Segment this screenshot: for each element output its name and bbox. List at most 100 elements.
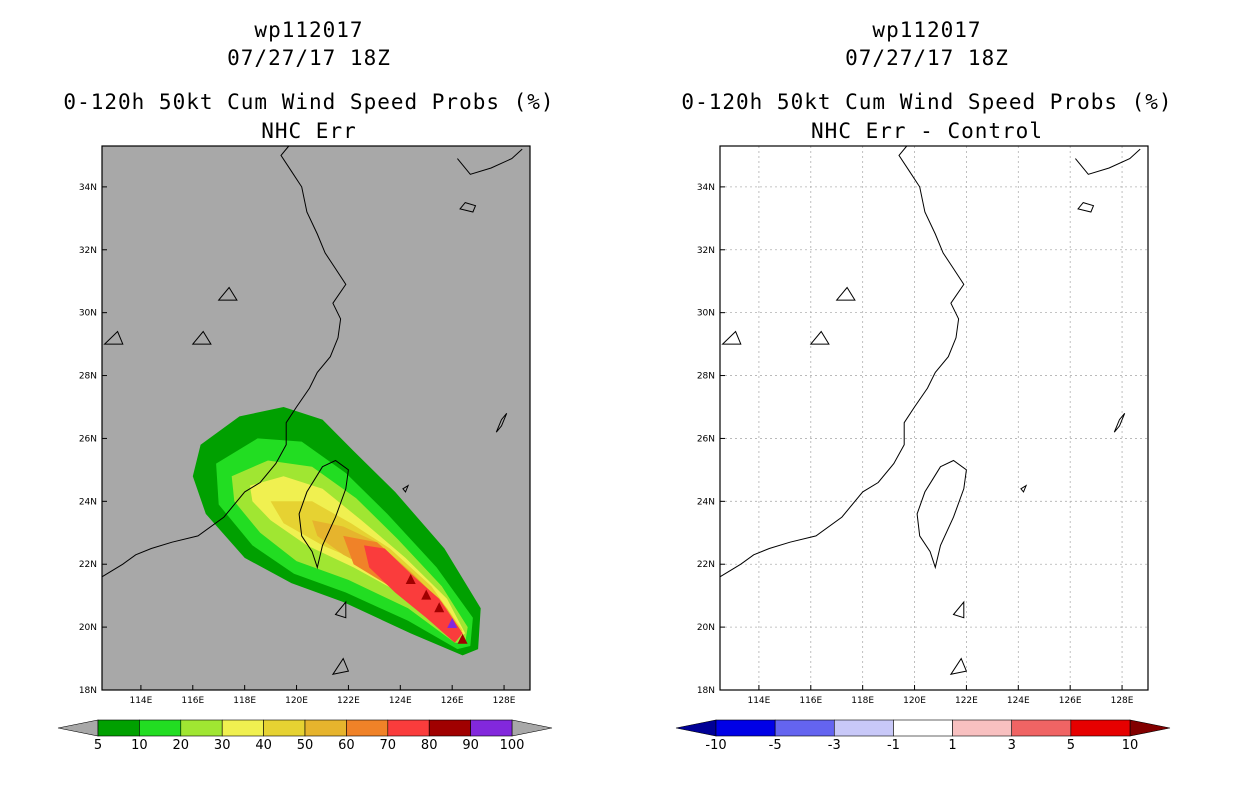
date-title: 07/27/17 18Z bbox=[845, 46, 1009, 70]
colorbar-swatch bbox=[774, 719, 835, 737]
map-frame bbox=[101, 145, 531, 691]
x-tick-label: 120E bbox=[903, 696, 926, 706]
coastline-island bbox=[103, 330, 124, 345]
product-title: 0-120h 50kt Cum Wind Speed Probs (%) bbox=[63, 90, 555, 114]
x-tick-label: 126E bbox=[441, 696, 464, 706]
coastline-island bbox=[835, 286, 856, 301]
x-tick-label: 118E bbox=[851, 696, 874, 706]
y-tick-label: 30N bbox=[79, 309, 97, 319]
colorbar-label: 1 bbox=[948, 738, 956, 753]
y-tick-label: 20N bbox=[79, 623, 97, 633]
colorbar-label: 5 bbox=[1067, 738, 1075, 753]
y-tick-label: 22N bbox=[697, 560, 715, 570]
x-tick-label: 114E bbox=[129, 696, 152, 706]
colorbar-label: 3 bbox=[1008, 738, 1016, 753]
x-tick-label: 116E bbox=[799, 696, 822, 706]
colorbar-swatch bbox=[263, 719, 306, 737]
coastline-island bbox=[331, 657, 350, 676]
colorbar-swatch bbox=[180, 719, 223, 737]
grid-lines bbox=[720, 146, 1148, 690]
colorbar-swatch bbox=[1070, 719, 1131, 737]
prob-band-70 bbox=[364, 545, 463, 643]
colorbar-swatch bbox=[1011, 719, 1072, 737]
high-prob-marker bbox=[434, 602, 445, 613]
colorbar-swatch bbox=[346, 719, 389, 737]
coastline-island bbox=[1020, 484, 1028, 493]
subtitle: NHC Err bbox=[261, 119, 357, 143]
difference-map: 114E 116E 118E 120E 122E 124E 126E 128E 18N 20N 22… bbox=[675, 145, 1171, 753]
map-background bbox=[720, 146, 1148, 690]
coastline-island bbox=[809, 330, 830, 345]
high-prob-marker bbox=[457, 633, 468, 644]
y-tick-label: 32N bbox=[697, 246, 715, 256]
colorbar-swatch bbox=[893, 719, 953, 737]
colorbar-swatch bbox=[715, 719, 776, 737]
x-tick-label: 118E bbox=[233, 696, 256, 706]
right-panel: wp112017 07/27/17 18Z 0-120h 50kt Cum Wi… bbox=[618, 0, 1236, 800]
y-tick-label: 28N bbox=[697, 372, 715, 382]
colorbar-label: 20 bbox=[173, 738, 190, 753]
y-tick-label: 20N bbox=[697, 623, 715, 633]
coastline-island bbox=[495, 412, 508, 433]
high-prob-marker bbox=[447, 617, 458, 628]
coastline-korea bbox=[1075, 148, 1141, 175]
colorbar-high-end bbox=[1129, 719, 1171, 737]
y-tick-label: 28N bbox=[79, 372, 97, 382]
y-tick-label: 26N bbox=[697, 434, 715, 444]
coastline-island bbox=[1077, 202, 1095, 213]
colorbar-label: -5 bbox=[769, 738, 782, 753]
y-tick-label: 34N bbox=[697, 183, 715, 193]
x-tick-label: 126E bbox=[1059, 696, 1082, 706]
coastline-island bbox=[1113, 412, 1126, 433]
colorbar-swatch bbox=[952, 719, 1013, 737]
colorbar-label: 80 bbox=[421, 738, 438, 753]
coastline-taiwan bbox=[916, 459, 967, 570]
coastline-island bbox=[949, 657, 968, 676]
y-tick-label: 30N bbox=[697, 309, 715, 319]
colorbar-swatch bbox=[428, 719, 471, 737]
y-tick-label: 18N bbox=[697, 686, 715, 696]
colorbar-swatch bbox=[304, 719, 347, 737]
colorbar-label: 30 bbox=[214, 738, 231, 753]
x-tick-label: 128E bbox=[1111, 696, 1134, 706]
x-tick-label: 120E bbox=[285, 696, 308, 706]
coastlines bbox=[719, 145, 1141, 676]
product-title: 0-120h 50kt Cum Wind Speed Probs (%) bbox=[681, 90, 1173, 114]
coastline-china bbox=[101, 145, 347, 578]
coastlines bbox=[101, 145, 523, 676]
x-tick-label: 128E bbox=[493, 696, 516, 706]
coastline-island bbox=[459, 202, 477, 213]
storm-id-title: wp112017 bbox=[254, 18, 364, 42]
colorbar-label: 40 bbox=[255, 738, 272, 753]
coastline-island bbox=[191, 330, 212, 345]
colorbar-label: 10 bbox=[1122, 738, 1139, 753]
colorbar-label: 90 bbox=[462, 738, 479, 753]
colorbar-swatch bbox=[470, 719, 513, 737]
x-tick-label: 116E bbox=[181, 696, 204, 706]
coastline-island bbox=[334, 600, 347, 619]
colorbar-swatch bbox=[139, 719, 182, 737]
colorbar-label: 60 bbox=[338, 738, 355, 753]
map-frame bbox=[719, 145, 1149, 691]
coastline-island bbox=[402, 484, 410, 493]
colorbar-label: 5 bbox=[94, 738, 102, 753]
probability-map: 114E 116E 118E 120E 122E 124E 126E 128E 18N 20N 22… bbox=[57, 145, 553, 753]
x-tick-label: 122E bbox=[955, 696, 978, 706]
coastline-china bbox=[719, 145, 965, 578]
colorbar-swatch bbox=[221, 719, 264, 737]
colorbar-label: -3 bbox=[828, 738, 841, 753]
y-tick-label: 24N bbox=[697, 497, 715, 507]
y-tick-label: 22N bbox=[79, 560, 97, 570]
colorbar-label: -1 bbox=[887, 738, 900, 753]
y-tick-label: 34N bbox=[79, 183, 97, 193]
storm-id-title: wp112017 bbox=[872, 18, 982, 42]
colorbar-label: 70 bbox=[380, 738, 397, 753]
colorbar-low-end bbox=[57, 719, 99, 737]
coastline-island bbox=[952, 600, 965, 619]
coastline-island bbox=[721, 330, 742, 345]
x-tick-label: 124E bbox=[389, 696, 412, 706]
high-prob-marker bbox=[421, 589, 432, 600]
high-prob-marker bbox=[405, 573, 416, 584]
x-tick-label: 122E bbox=[337, 696, 360, 706]
coastline-island bbox=[217, 286, 238, 301]
